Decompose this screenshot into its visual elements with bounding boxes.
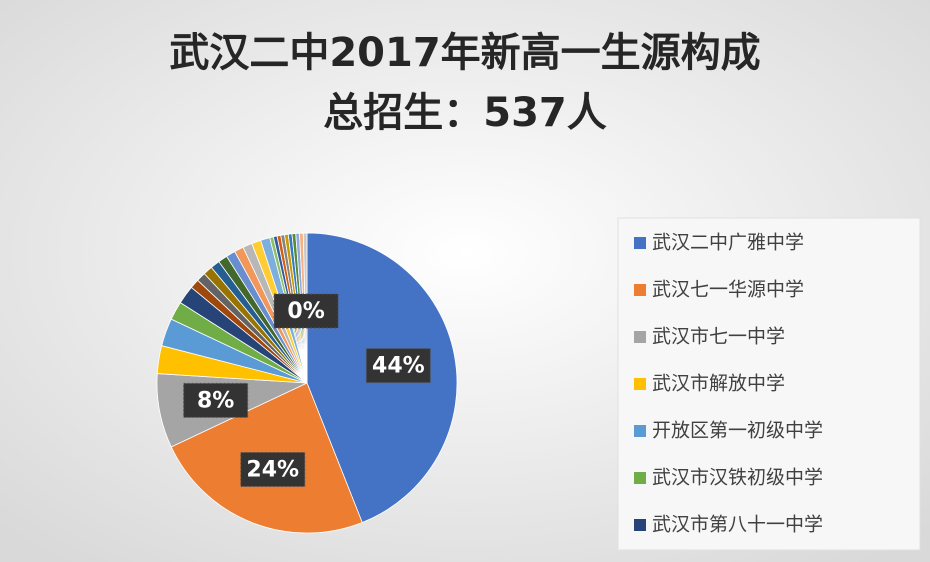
chart-subtitle: 总招生：537人: [323, 90, 607, 136]
legend-box: [617, 217, 921, 551]
data-label: 24%: [246, 457, 299, 482]
legend-label: 武汉二中广雅中学: [652, 232, 804, 254]
data-label: 8%: [197, 388, 234, 413]
legend-swatch: [634, 472, 646, 484]
legend-label: 武汉市汉铁初级中学: [652, 467, 823, 489]
data-label-box: [273, 293, 339, 329]
data-label-box: [240, 451, 306, 487]
legend-label: 武汉市第八十一中学: [652, 514, 823, 536]
data-label: 44%: [372, 354, 425, 379]
data-label: 0%: [287, 299, 324, 324]
legend-label: 武汉市七一中学: [652, 326, 785, 348]
legend-swatch: [634, 425, 646, 437]
data-label-box: [365, 348, 431, 384]
legend-label: 武汉七一华源中学: [652, 279, 804, 301]
legend-swatch: [634, 237, 646, 249]
chart-title: 武汉二中2017年新高一生源构成: [169, 30, 760, 76]
legend-swatch: [634, 284, 646, 296]
legend-label: 开放区第一初级中学: [652, 420, 823, 442]
legend-swatch: [634, 378, 646, 390]
legend-label: 武汉市解放中学: [652, 373, 785, 395]
legend-swatch: [634, 519, 646, 531]
data-label-box: [183, 382, 249, 418]
legend-swatch: [634, 331, 646, 343]
